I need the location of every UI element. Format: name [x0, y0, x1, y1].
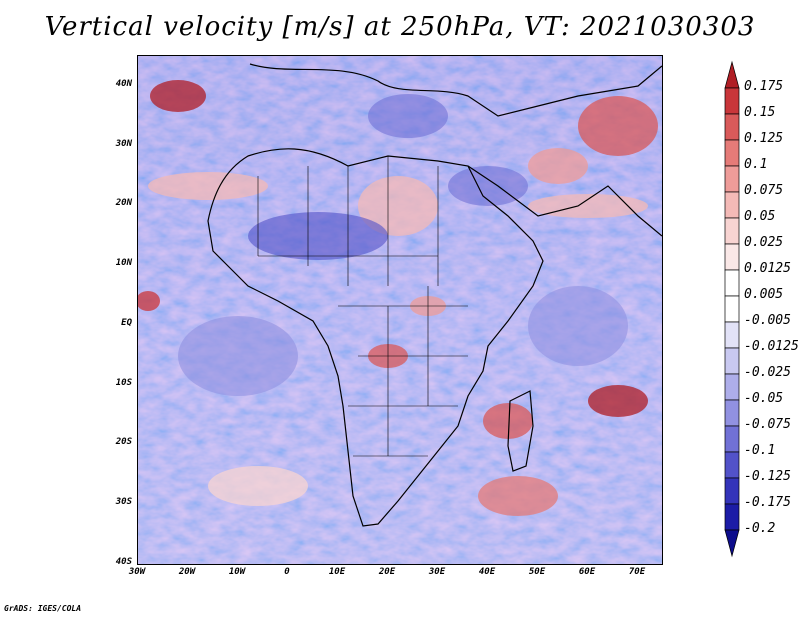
colorbar-level-label: 0.125 — [744, 131, 784, 146]
colorbar-level-label: 0.15 — [744, 105, 776, 120]
colorbar-level-label: -0.1 — [744, 443, 776, 458]
colorbar-level-label: 0.05 — [744, 209, 776, 224]
lat-label-20n: 20N — [115, 198, 132, 208]
colorbar-swatch — [724, 87, 740, 115]
map-field — [138, 56, 662, 564]
colorbar-swatch — [724, 477, 740, 505]
colorbar-level-label: 0.005 — [744, 287, 784, 302]
lon-label-20w: 20W — [178, 567, 196, 577]
colorbar-swatch — [724, 529, 740, 558]
colorbar-swatch — [724, 399, 740, 427]
colorbar-level-label: -0.175 — [744, 495, 791, 510]
chart-title: Vertical velocity [m/s] at 250hPa, VT: 2… — [44, 12, 756, 42]
colorbar-swatches — [724, 60, 740, 558]
colorbar-swatch — [724, 451, 740, 479]
colorbar-swatch — [724, 243, 740, 271]
colorbar-swatch — [724, 373, 740, 401]
colorbar-level-label: 0.0125 — [744, 261, 791, 276]
lon-label-50e: 50E — [528, 567, 546, 577]
lon-label-10w: 10W — [228, 567, 246, 577]
colorbar-level-label: -0.075 — [744, 417, 791, 432]
lat-label-30n: 30N — [115, 139, 132, 149]
colorbar-level-label: -0.025 — [744, 365, 791, 380]
lon-label-40e: 40E — [478, 567, 496, 577]
colorbar-swatch — [724, 217, 740, 245]
lat-label-40n: 40N — [115, 79, 132, 89]
colorbar-level-label: 0.1 — [744, 157, 768, 172]
colorbar-swatch — [724, 139, 740, 167]
colorbar-swatch — [724, 503, 740, 531]
country-borders — [257, 156, 468, 457]
lon-label-20e: 20E — [378, 567, 396, 577]
lat-label-20s: 20S — [115, 437, 132, 447]
colorbar-level-label: -0.05 — [744, 391, 784, 406]
lon-label-70e: 70E — [628, 567, 646, 577]
lat-label-30s: 30S — [115, 497, 132, 507]
grads-credit: GrADS: IGES/COLA — [4, 604, 82, 613]
colorbar-swatch — [724, 113, 740, 141]
colorbar-swatch — [724, 191, 740, 219]
lon-label-60e: 60E — [578, 567, 596, 577]
lon-label-30w: 30W — [128, 567, 146, 577]
colorbar-level-label: -0.125 — [744, 469, 791, 484]
colorbar-level-label: 0.175 — [744, 79, 784, 94]
lat-label-10s: 10S — [115, 378, 132, 388]
lon-label-30e: 30E — [428, 567, 446, 577]
lon-label-0: 0 — [284, 567, 290, 577]
colorbar-level-label: 0.025 — [744, 235, 784, 250]
lat-label-eq: EQ — [121, 318, 132, 328]
lon-label-10e: 10E — [328, 567, 346, 577]
colorbar-level-label: 0.075 — [744, 183, 784, 198]
colorbar-level-label: -0.005 — [744, 313, 791, 328]
colorbar-swatch — [724, 425, 740, 453]
negative-velocity-patches — [178, 94, 628, 396]
colorbar-swatch — [724, 165, 740, 193]
lat-label-40s: 40S — [115, 557, 132, 567]
coastlines — [207, 63, 662, 527]
colorbar-swatch — [724, 269, 740, 297]
colorbar-swatch — [724, 60, 740, 89]
positive-velocity-patches — [138, 80, 658, 516]
colorbar-level-label: -0.0125 — [744, 339, 799, 354]
colorbar-swatch — [724, 347, 740, 375]
map-panel — [137, 55, 663, 565]
lat-label-10n: 10N — [115, 258, 132, 268]
colorbar-swatch — [724, 321, 740, 349]
colorbar-swatch — [724, 295, 740, 323]
colorbar-level-label: -0.2 — [744, 521, 776, 536]
